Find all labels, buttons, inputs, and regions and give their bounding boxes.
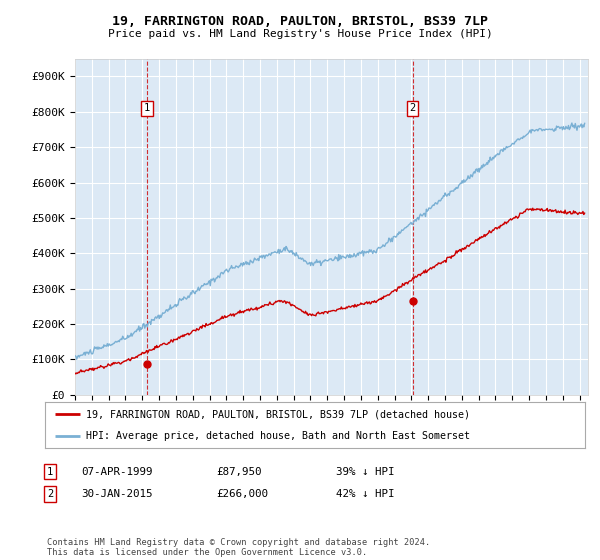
Text: 2: 2 <box>47 489 53 499</box>
Text: Price paid vs. HM Land Registry's House Price Index (HPI): Price paid vs. HM Land Registry's House … <box>107 29 493 39</box>
Text: 07-APR-1999: 07-APR-1999 <box>81 466 152 477</box>
Text: 1: 1 <box>143 103 150 113</box>
Text: Contains HM Land Registry data © Crown copyright and database right 2024.
This d: Contains HM Land Registry data © Crown c… <box>47 538 430 557</box>
Text: 19, FARRINGTON ROAD, PAULTON, BRISTOL, BS39 7LP: 19, FARRINGTON ROAD, PAULTON, BRISTOL, B… <box>112 15 488 28</box>
Text: 19, FARRINGTON ROAD, PAULTON, BRISTOL, BS39 7LP (detached house): 19, FARRINGTON ROAD, PAULTON, BRISTOL, B… <box>86 409 470 419</box>
Text: £266,000: £266,000 <box>216 489 268 499</box>
Text: 1: 1 <box>47 466 53 477</box>
Text: HPI: Average price, detached house, Bath and North East Somerset: HPI: Average price, detached house, Bath… <box>86 431 470 441</box>
Text: 30-JAN-2015: 30-JAN-2015 <box>81 489 152 499</box>
Text: 2: 2 <box>410 103 416 113</box>
Text: 42% ↓ HPI: 42% ↓ HPI <box>336 489 395 499</box>
Text: £87,950: £87,950 <box>216 466 262 477</box>
Text: 39% ↓ HPI: 39% ↓ HPI <box>336 466 395 477</box>
